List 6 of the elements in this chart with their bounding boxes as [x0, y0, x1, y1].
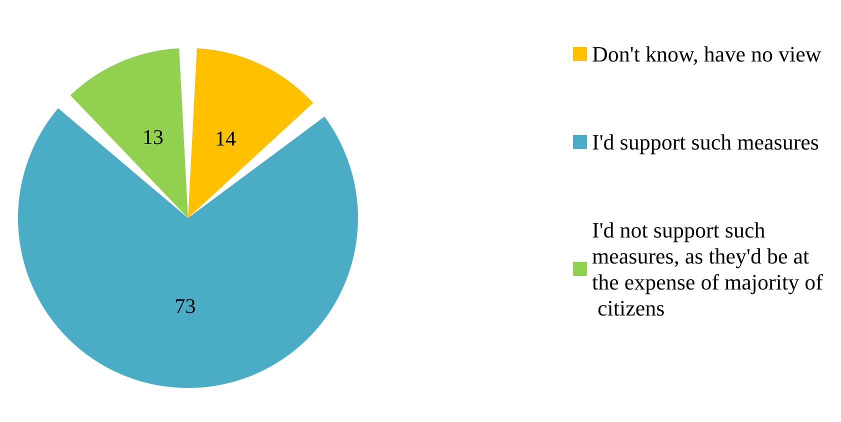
legend-label: Don't know, have no view — [592, 42, 822, 66]
legend-label: I'd support such measures — [592, 130, 819, 154]
data-label: 13 — [142, 125, 164, 150]
data-label: 73 — [174, 294, 196, 318]
legend-label: I'd not support such measures, as they'd be at the expense of majority of citizens — [592, 218, 824, 320]
data-label: 14 — [214, 126, 236, 150]
